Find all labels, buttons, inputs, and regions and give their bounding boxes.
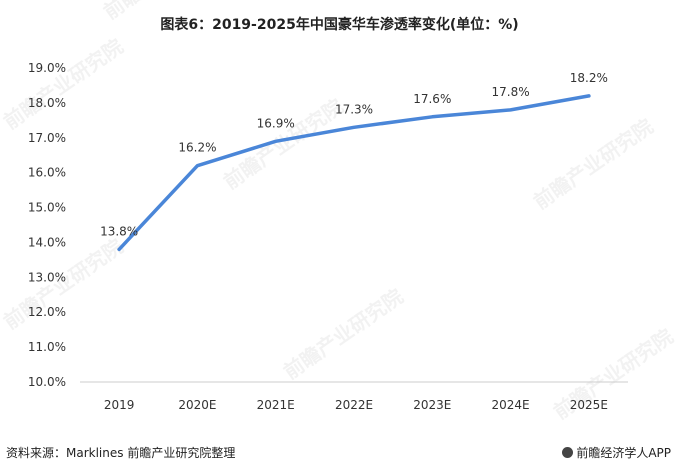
x-tick-label: 2025E: [570, 398, 608, 412]
y-tick-label: 13.0%: [28, 270, 66, 284]
x-tick-label: 2019: [104, 398, 135, 412]
data-labels: 13.8% 16.2% 16.9% 17.3% 17.6% 17.8% 18.2%: [100, 71, 608, 239]
chart-title: 图表6：2019-2025年中国豪华车渗透率变化(单位：%): [160, 17, 519, 33]
y-tick-label: 11.0%: [28, 340, 66, 354]
data-label: 17.6%: [413, 92, 451, 106]
brand-footer: 前瞻经济学人APP: [562, 444, 671, 461]
watermark-text: 前瞻产业研究院: [529, 114, 657, 214]
y-tick-label: 17.0%: [28, 131, 66, 145]
y-tick-label: 19.0%: [28, 61, 66, 75]
y-tick-label: 18.0%: [28, 96, 66, 110]
x-tick-label: 2021E: [257, 398, 295, 412]
brand-name: 前瞻经济学人APP: [576, 446, 671, 460]
data-label: 17.8%: [492, 85, 530, 99]
x-tick-label: 2024E: [492, 398, 530, 412]
y-tick-label: 10.0%: [28, 375, 66, 389]
data-label: 17.3%: [335, 102, 373, 116]
y-tick-label: 16.0%: [28, 166, 66, 180]
data-label: 13.8%: [100, 224, 138, 238]
x-tick-label: 2023E: [413, 398, 451, 412]
x-axis: 2019 2020E 2021E 2022E 2023E 2024E 2025E: [104, 398, 608, 412]
watermark-text: 前瞻产业研究院: [0, 34, 128, 134]
watermark-text: 前瞻产业研究院: [99, 0, 227, 24]
data-label: 16.9%: [257, 116, 295, 130]
watermark-text: 前瞻产业研究院: [279, 284, 407, 384]
watermark-text: 前瞻产业研究院: [549, 324, 677, 424]
brand-logo-icon: [562, 447, 574, 458]
series-line: [117, 94, 591, 252]
y-axis: 10.0% 11.0% 12.0% 13.0% 14.0% 15.0% 16.0% 17.0%…: [28, 61, 66, 389]
data-label: 18.2%: [570, 71, 608, 85]
x-tick-label: 2022E: [335, 398, 373, 412]
x-tick-label: 2020E: [178, 398, 216, 412]
y-tick-label: 15.0%: [28, 201, 66, 215]
y-tick-label: 12.0%: [28, 305, 66, 319]
y-tick-label: 14.0%: [28, 235, 66, 249]
data-label: 16.2%: [178, 141, 216, 155]
watermark-text: 前瞻产业研究院: [219, 94, 347, 194]
source-note: 资料来源：Marklines 前瞻产业研究院整理: [6, 446, 236, 460]
